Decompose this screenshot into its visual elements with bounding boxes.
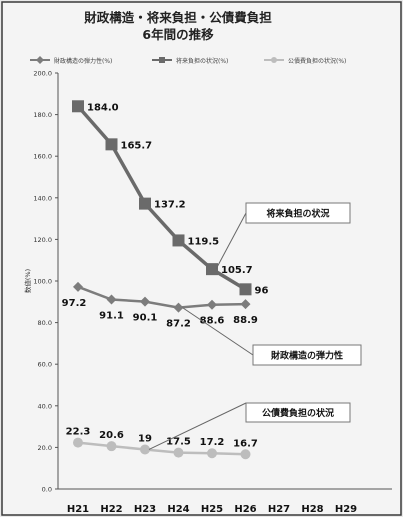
y-tick-label: 160.0 xyxy=(33,153,52,161)
x-tick-label: H27 xyxy=(268,504,290,515)
x-tick-label: H24 xyxy=(167,504,189,515)
data-label: 16.7 xyxy=(233,438,258,449)
data-label: 165.7 xyxy=(121,140,153,151)
data-label: 17.5 xyxy=(166,437,191,448)
data-label: 119.5 xyxy=(188,236,220,247)
y-tick-label: 180.0 xyxy=(33,111,52,119)
chart-title-line: 財政構造・将来負担・公債費負担 xyxy=(83,10,272,25)
legend-marker xyxy=(36,56,44,64)
data-label: 87.2 xyxy=(166,319,191,330)
y-tick-label: 100.0 xyxy=(33,278,52,286)
data-point xyxy=(73,437,83,448)
data-point xyxy=(73,281,83,292)
data-label: 88.6 xyxy=(200,316,225,327)
data-label: 91.1 xyxy=(99,311,124,322)
data-label: 90.1 xyxy=(133,313,158,324)
legend-label: 将来負担の状況(%) xyxy=(176,57,228,65)
data-point xyxy=(106,294,117,305)
data-label: 184.0 xyxy=(87,102,119,113)
x-tick-label: H28 xyxy=(301,504,323,515)
data-point xyxy=(140,296,150,307)
legend-marker xyxy=(271,57,277,63)
y-tick-label: 200.0 xyxy=(33,70,52,78)
x-tick-label: H21 xyxy=(67,504,89,515)
data-label: 17.2 xyxy=(200,437,225,448)
data-point xyxy=(173,447,184,458)
x-tick-label: H26 xyxy=(234,504,256,515)
annotation-leader xyxy=(215,212,247,270)
annotation-box xyxy=(245,402,351,423)
series-line xyxy=(77,285,246,309)
x-tick-label: H22 xyxy=(100,504,122,515)
y-axis-label: 数値(%) xyxy=(23,269,32,293)
y-tick-label: 0.0 xyxy=(42,486,52,494)
legend-label: 公債費負担の状況(%) xyxy=(288,57,346,65)
data-point xyxy=(240,449,251,460)
annotation-label: 将来負担の状況 xyxy=(266,208,329,220)
y-tick-label: 80.0 xyxy=(38,319,52,327)
x-tick-label: H29 xyxy=(335,504,357,515)
data-point xyxy=(206,263,218,276)
x-tick-label: H25 xyxy=(201,504,223,515)
y-tick-label: 40.0 xyxy=(38,402,52,410)
annotation-label: 公債費負担の状況 xyxy=(262,407,334,419)
annotation-leader xyxy=(148,402,247,450)
data-point xyxy=(140,444,150,455)
data-label: 96 xyxy=(255,285,269,296)
data-label: 137.2 xyxy=(154,200,186,211)
data-label: 88.9 xyxy=(233,315,258,326)
data-label: 22.3 xyxy=(66,427,91,438)
annotation-label: 財政構造の弾力性 xyxy=(270,350,343,362)
data-point xyxy=(106,441,117,452)
data-point xyxy=(239,283,252,296)
annotation-leader xyxy=(182,307,254,356)
annotation-box xyxy=(245,202,351,224)
legend-label: 財政構造の弾力性(%) xyxy=(54,57,112,65)
series-line xyxy=(77,441,246,456)
data-point xyxy=(105,138,118,151)
data-label: 20.6 xyxy=(99,430,124,441)
legend-marker xyxy=(159,57,165,63)
chart-title-line: 6年間の推移 xyxy=(142,27,214,42)
data-point xyxy=(207,299,217,310)
data-label: 105.7 xyxy=(221,265,253,276)
y-tick-label: 20.0 xyxy=(38,444,52,452)
x-tick-label: H23 xyxy=(134,504,156,515)
annotation-box xyxy=(252,344,362,366)
y-tick-label: 120.0 xyxy=(33,236,52,244)
data-label: 97.2 xyxy=(62,298,87,309)
data-point xyxy=(173,302,184,313)
y-tick-label: 60.0 xyxy=(38,361,52,369)
data-point xyxy=(207,448,217,459)
data-point xyxy=(72,100,84,113)
data-label: 19 xyxy=(138,433,152,444)
data-point xyxy=(139,197,151,210)
data-point xyxy=(240,299,251,310)
data-point xyxy=(172,234,185,247)
y-tick-label: 140.0 xyxy=(33,194,52,202)
